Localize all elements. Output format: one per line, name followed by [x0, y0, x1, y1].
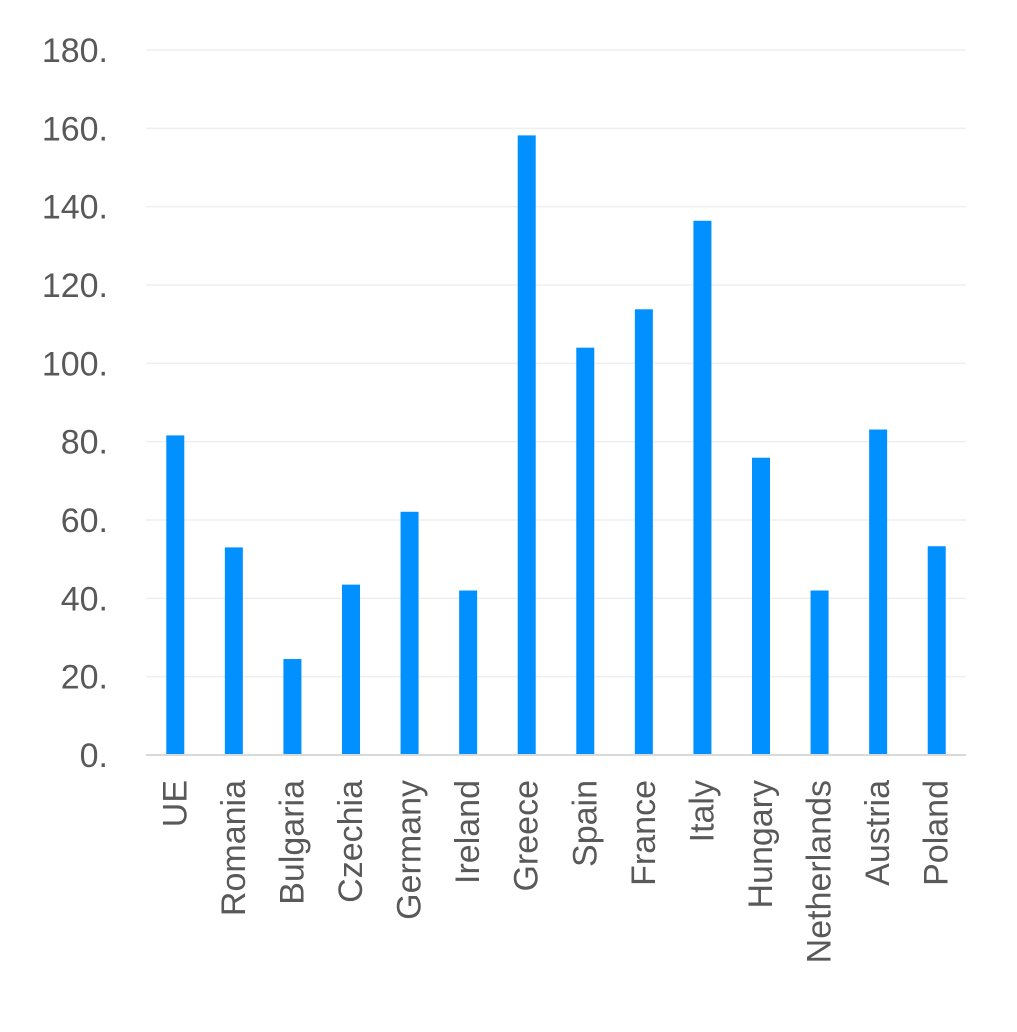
x-tick-label: Greece	[508, 780, 546, 892]
x-tick-label: Poland	[918, 780, 956, 886]
x-tick-label: Netherlands	[801, 780, 839, 963]
bar-bulgaria	[283, 659, 302, 755]
y-axis-ticks: 0. 20. 40. 60. 80. 100. 120. 140. 160. 180.	[42, 32, 108, 775]
bar-czechia	[342, 584, 360, 755]
bar-romania	[224, 547, 243, 755]
y-tick-label: 40.	[61, 580, 108, 618]
y-tick-label: 180.	[42, 32, 108, 70]
y-tick-label: 0.	[80, 737, 108, 775]
y-tick-label: 20.	[61, 659, 108, 697]
bar-greece	[517, 135, 536, 756]
y-tick-label: 160.	[42, 110, 108, 148]
bar-ue	[166, 435, 185, 755]
x-tick-label: Italy	[683, 780, 721, 842]
y-tick-label: 80.	[61, 424, 108, 462]
x-axis-ticks: UE Romania Bulgaria Czechia Germany Ireland Gr…	[156, 780, 955, 963]
y-tick-label: 100.	[42, 345, 108, 383]
x-tick-label: Austria	[859, 780, 897, 886]
y-tick-label: 120.	[42, 267, 108, 305]
gridlines	[146, 49, 966, 678]
x-tick-label: France	[625, 780, 663, 886]
bar-germany	[400, 511, 419, 755]
bar-italy	[693, 220, 712, 755]
x-tick-label: Spain	[566, 780, 604, 867]
y-tick-label: 140.	[42, 189, 108, 227]
bar-netherlands	[810, 590, 829, 755]
bar-spain	[576, 347, 595, 755]
bars	[166, 135, 946, 756]
x-tick-label: Czechia	[332, 780, 370, 903]
x-tick-label: Bulgaria	[273, 780, 311, 905]
x-tick-label: Hungary	[742, 780, 780, 909]
bar-france	[634, 309, 653, 755]
x-tick-label: Romania	[215, 780, 253, 916]
y-tick-label: 60.	[61, 502, 108, 540]
x-tick-label: Ireland	[449, 780, 487, 884]
x-tick-label: UE	[156, 780, 194, 827]
bar-austria	[869, 429, 888, 755]
x-tick-label: Germany	[391, 780, 429, 920]
bar-ireland	[459, 590, 478, 755]
bar-hungary	[752, 457, 770, 755]
bar-poland	[927, 546, 946, 755]
